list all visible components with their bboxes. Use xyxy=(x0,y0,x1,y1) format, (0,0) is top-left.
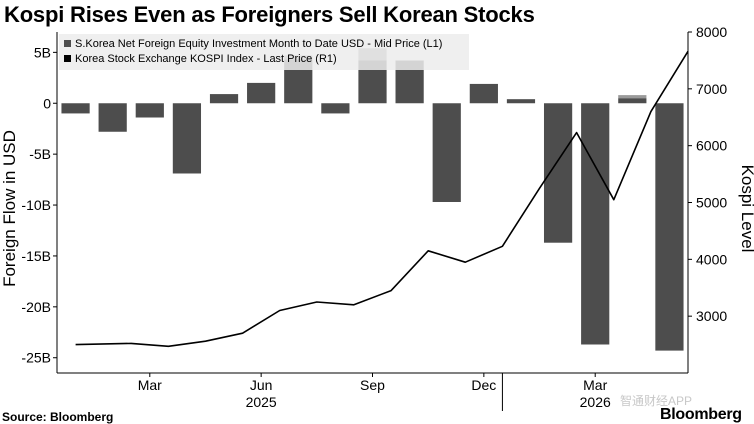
bar xyxy=(209,94,239,104)
legend-label-line: Korea Stock Exchange KOSPI Index - Last … xyxy=(75,53,337,65)
brand-logo: Bloomberg xyxy=(660,406,742,423)
right-axis-title: Kospi Level xyxy=(738,165,754,253)
left-axis-tick-label: 0 xyxy=(43,95,51,111)
x-axis-tick-label: Dec xyxy=(471,377,496,393)
bar xyxy=(135,103,164,118)
left-axis-title: Foreign Flow in USD xyxy=(0,130,19,287)
bar xyxy=(655,103,684,351)
left-axis-tick-label: -5B xyxy=(29,146,51,162)
x-axis-tick-label: Jun xyxy=(250,377,273,393)
bar xyxy=(432,103,461,202)
legend-swatch-bars xyxy=(64,40,71,47)
x-axis-year-label: 2025 xyxy=(246,394,277,410)
bar xyxy=(469,83,498,104)
x-axis-tick-label: Mar xyxy=(583,377,607,393)
left-axis-tick-label: -20B xyxy=(21,299,51,315)
bar xyxy=(247,82,276,104)
watermark-text: 智通财经APP xyxy=(620,394,693,408)
bar xyxy=(618,98,647,104)
bar xyxy=(506,99,536,104)
legend-box xyxy=(59,34,469,70)
right-axis-tick-label: 3000 xyxy=(696,308,727,324)
x-axis-tick-label: Mar xyxy=(138,377,162,393)
chart-title: Kospi Rises Even as Foreigners Sell Kore… xyxy=(4,2,535,27)
bar xyxy=(581,103,610,345)
right-axis-tick-label: 7000 xyxy=(696,81,727,97)
x-axis-tick-label: Sep xyxy=(360,377,385,393)
bar xyxy=(321,103,350,114)
bar-intramonth-segment xyxy=(618,95,647,99)
legend-swatch-line xyxy=(64,55,71,62)
right-axis-tick-label: 8000 xyxy=(696,24,727,40)
left-axis-tick-label: -15B xyxy=(21,248,51,264)
left-axis-tick-label: -25B xyxy=(21,350,51,366)
source-note: Source: Bloomberg xyxy=(2,410,114,424)
kospi-line xyxy=(75,50,689,348)
bar xyxy=(98,103,127,132)
right-axis-tick-label: 6000 xyxy=(696,138,727,154)
legend-label-bars: S.Korea Net Foreign Equity Investment Mo… xyxy=(75,38,442,50)
left-axis-tick-label: -10B xyxy=(21,197,51,213)
left-axis-tick-label: 5B xyxy=(34,44,51,60)
bar xyxy=(543,103,573,243)
bar xyxy=(172,103,202,174)
right-axis-tick-label: 4000 xyxy=(696,251,727,267)
bar xyxy=(61,103,90,114)
x-axis-year-label: 2026 xyxy=(580,394,611,410)
right-axis-tick-label: 5000 xyxy=(696,195,727,211)
